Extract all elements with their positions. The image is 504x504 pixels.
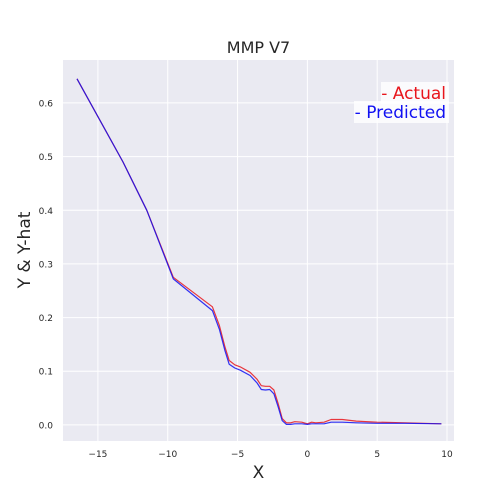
y-tick-label: 0.3 (39, 260, 53, 270)
y-tick-label: 0.0 (39, 421, 54, 431)
legend: - Actual - Predicted (354, 82, 449, 123)
y-tick-label: 0.1 (39, 368, 53, 378)
x-tick-label: 5 (374, 450, 380, 460)
x-tick-label: −5 (231, 450, 244, 460)
legend-bg-actual (381, 82, 449, 104)
x-tick-label: −10 (158, 450, 177, 460)
legend-label-actual: - Actual (381, 84, 446, 104)
series-line-actual (76, 78, 442, 425)
x-axis-title: X (253, 463, 265, 483)
x-tick-label: 10 (441, 450, 453, 460)
x-tick-label: −15 (88, 450, 107, 460)
x-tick-label: 0 (305, 450, 311, 460)
series-line-predicted (76, 78, 442, 425)
y-tick-label: 0.4 (39, 207, 54, 217)
legend-label-predicted: - Predicted (355, 103, 446, 123)
chart-title: MMP V7 (227, 38, 290, 57)
grid (63, 60, 454, 441)
y-tick-label: 0.6 (39, 99, 54, 109)
y-tick-label: 0.5 (39, 153, 53, 163)
y-tick-label: 0.2 (39, 314, 53, 324)
legend-bg-predicted (354, 101, 449, 123)
series-layer (76, 78, 442, 425)
y-axis-title: Y & Y-hat (15, 211, 35, 289)
tick-labels: −15 −10 −5 0 5 10 0.0 0.1 0.2 0.3 0.4 0.5 0.6 (39, 99, 453, 460)
plot-area (63, 60, 454, 441)
